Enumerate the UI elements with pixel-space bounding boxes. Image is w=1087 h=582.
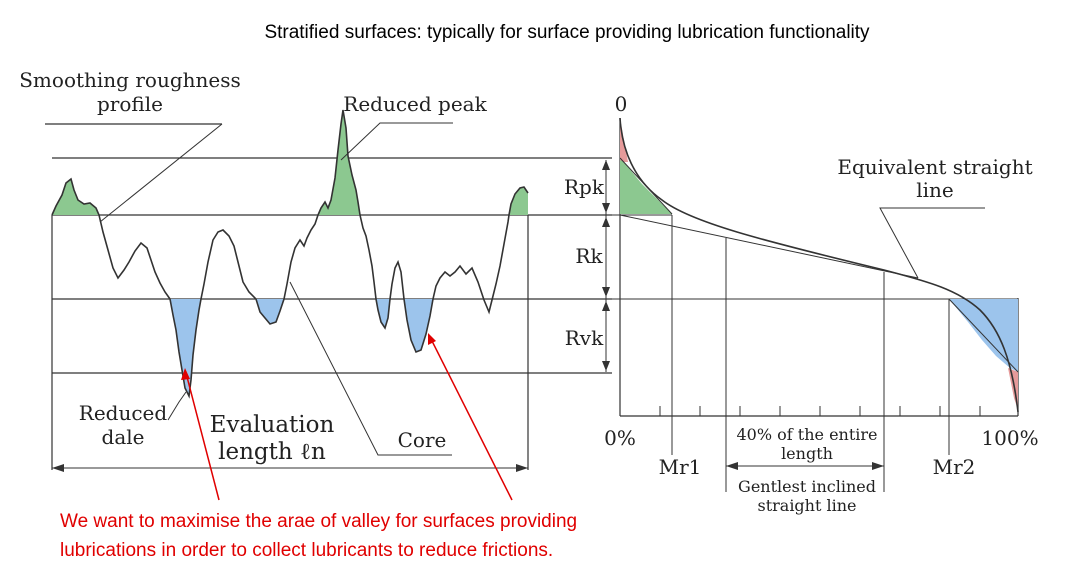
equivalent-line-label: Equivalent straight xyxy=(837,155,1032,179)
annotation-arrow-left xyxy=(185,372,220,501)
zero-percent-label: 0% xyxy=(604,426,636,450)
equivalent-line-leader xyxy=(879,207,985,279)
axis-ticks xyxy=(659,406,981,416)
reduced-peak-area xyxy=(52,179,99,215)
arrow-head-left xyxy=(52,464,64,472)
valley-excess-area xyxy=(1008,368,1018,410)
mr2-label: Mr2 xyxy=(933,455,976,479)
forty-percent-label: length xyxy=(781,444,833,463)
gentlest-line-label: straight line xyxy=(757,496,856,515)
arrow-head xyxy=(602,287,610,297)
reduced-dale-label: Reduced xyxy=(79,401,168,425)
arrow-head xyxy=(428,333,436,345)
forty-percent-label: 40% of the entire xyxy=(736,425,877,444)
rvk-label: Rvk xyxy=(565,326,604,350)
arrow-head xyxy=(181,368,190,380)
annotation-text-line-1: We want to maximise the arae of valley f… xyxy=(60,511,577,532)
reduced-dale-leader xyxy=(167,391,187,421)
arrow-head xyxy=(602,160,610,170)
reduced-peak-label: Reduced peak xyxy=(343,92,487,116)
hundred-percent-label: 100% xyxy=(981,426,1038,450)
evaluation-length-label: Evaluation xyxy=(210,412,335,438)
rvk-triangle-edge xyxy=(948,298,1019,373)
smoothing-leader-line xyxy=(99,123,223,223)
core-leader xyxy=(289,281,452,456)
equivalent-straight-line xyxy=(619,214,919,279)
arrow-head-right xyxy=(872,462,884,470)
arrow-head xyxy=(602,203,610,213)
lubrication-annotation: We want to maximise the arae of valley f… xyxy=(60,333,577,561)
bearing-ratio-panel: 0 Rpk Rk Rvk 0% 100% Mr1 Mr2 Equivalent … xyxy=(564,92,1039,515)
reduced-peak-area xyxy=(318,110,360,215)
annotation-arrow-right xyxy=(429,336,513,501)
reduced-dale-area xyxy=(170,299,201,396)
diagram-title: Stratified surfaces: typically for surfa… xyxy=(264,22,870,43)
reduced-peak-area xyxy=(509,187,528,215)
roughness-profile-panel: Smoothing roughness profile Reduced peak… xyxy=(19,68,612,472)
arrow-head xyxy=(602,301,610,311)
smoothing-profile-label: Smoothing roughness xyxy=(19,68,241,92)
annotation-text-line-2: lubrications in order to collect lubrica… xyxy=(60,540,553,561)
bearing-ratio-curve xyxy=(619,117,1019,413)
equivalent-line-label: line xyxy=(916,178,954,202)
evaluation-length-label: length ℓn xyxy=(218,439,326,465)
arrow-head xyxy=(602,361,610,371)
arrow-head-left xyxy=(726,462,738,470)
arrow-head xyxy=(602,217,610,227)
reduced-dale-label: dale xyxy=(102,425,145,449)
height-dimension-arrows xyxy=(602,160,610,372)
mr1-label: Mr1 xyxy=(659,455,702,479)
core-label: Core xyxy=(398,428,447,452)
rk-label: Rk xyxy=(575,244,603,268)
rpk-label: Rpk xyxy=(564,175,605,199)
depth-zero-label: 0 xyxy=(615,92,628,116)
rpk-triangle-area xyxy=(620,160,672,214)
smoothing-profile-label: profile xyxy=(97,92,163,116)
reduced-peak-leader xyxy=(340,122,453,161)
arrow-head-right xyxy=(516,464,528,472)
gentlest-line-label: Gentlest inclined xyxy=(738,477,876,496)
roughness-profile-curve xyxy=(51,109,529,399)
